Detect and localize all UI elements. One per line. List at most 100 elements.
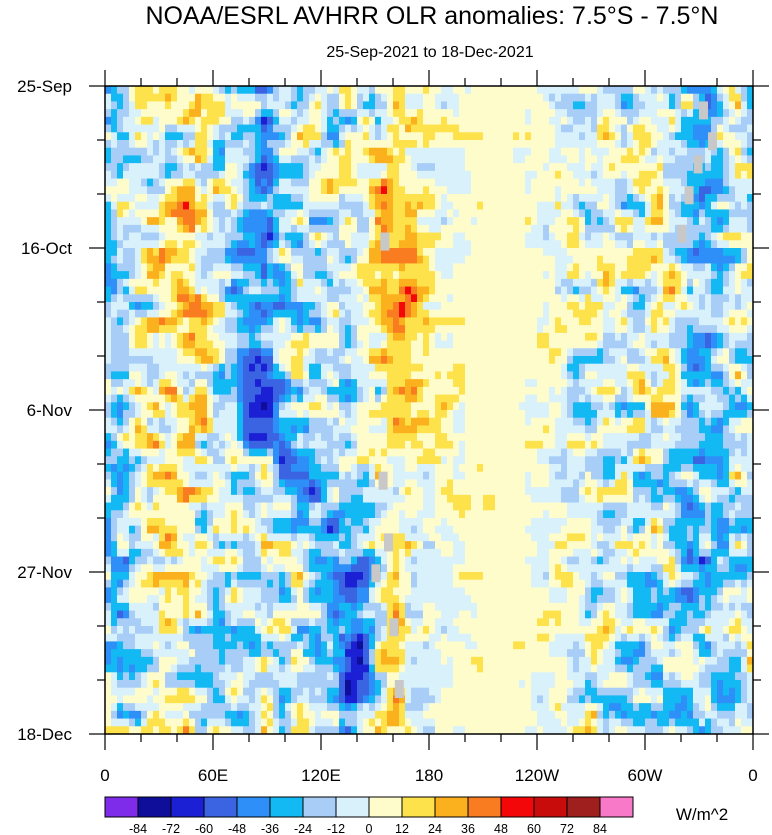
heatmap-cell: [123, 371, 130, 380]
heatmap-cell: [699, 240, 706, 249]
heatmap-cell: [273, 101, 280, 110]
heatmap-cell: [363, 132, 370, 141]
heatmap-cell: [153, 433, 160, 442]
heatmap-cell: [627, 317, 634, 326]
heatmap-cell: [693, 286, 700, 295]
heatmap-cell: [675, 240, 682, 249]
heatmap-cell: [369, 417, 376, 426]
heatmap-cell: [495, 417, 502, 426]
heatmap-cell: [105, 278, 112, 287]
heatmap-cell: [717, 224, 724, 233]
heatmap-cell: [579, 425, 586, 434]
heatmap-cell: [513, 348, 520, 357]
heatmap-cell: [633, 263, 640, 272]
heatmap-cell: [585, 194, 592, 203]
heatmap-cell: [201, 194, 208, 203]
heatmap-cell: [693, 224, 700, 233]
heatmap-cell: [195, 263, 202, 272]
heatmap-cell: [615, 332, 622, 341]
heatmap-cell: [549, 294, 556, 303]
heatmap-cell: [243, 317, 250, 326]
heatmap-cell: [453, 425, 460, 434]
heatmap-cell: [579, 124, 586, 133]
heatmap-cell: [657, 147, 664, 156]
heatmap-cell: [273, 263, 280, 272]
heatmap-cell: [585, 425, 592, 434]
heatmap-cell: [357, 186, 364, 195]
heatmap-cell: [111, 394, 118, 403]
heatmap-cell: [159, 417, 166, 426]
heatmap-cell: [501, 240, 508, 249]
heatmap-cell: [267, 286, 274, 295]
heatmap-cell: [441, 433, 448, 442]
heatmap-cell: [201, 201, 208, 210]
heatmap-cell: [351, 363, 358, 372]
heatmap-cell: [519, 356, 526, 365]
heatmap-cell: [645, 147, 652, 156]
heatmap-cell: [201, 116, 208, 125]
heatmap-cell: [513, 363, 520, 372]
heatmap-cell: [615, 425, 622, 434]
heatmap-cell: [345, 163, 352, 172]
heatmap-cell: [447, 255, 454, 264]
heatmap-cell: [663, 325, 670, 334]
heatmap-cell: [183, 379, 190, 388]
heatmap-cell: [675, 379, 682, 388]
heatmap-cell: [243, 163, 250, 172]
heatmap-cell: [555, 425, 562, 434]
heatmap-cell: [315, 86, 322, 95]
heatmap-cell: [171, 240, 178, 249]
heatmap-cell: [357, 302, 364, 311]
heatmap-cell: [231, 224, 238, 233]
heatmap-cell: [639, 278, 646, 287]
heatmap-cell: [681, 140, 688, 149]
heatmap-cell: [213, 332, 220, 341]
heatmap-cell: [279, 147, 286, 156]
heatmap-cell: [327, 132, 334, 141]
heatmap-cell: [309, 93, 316, 102]
heatmap-cell: [657, 255, 664, 264]
heatmap-cell: [525, 317, 532, 326]
heatmap-cell: [351, 217, 358, 226]
heatmap-cell: [357, 317, 364, 326]
heatmap-cell: [687, 340, 694, 349]
heatmap-cell: [291, 433, 298, 442]
heatmap-cell: [447, 86, 454, 95]
heatmap-cell: [711, 394, 718, 403]
heatmap-cell: [255, 417, 262, 426]
heatmap-cell: [621, 194, 628, 203]
heatmap-cell: [747, 309, 753, 318]
heatmap-cell: [621, 348, 628, 357]
heatmap-cell: [747, 402, 753, 411]
heatmap-cell: [483, 255, 490, 264]
heatmap-cell: [525, 356, 532, 365]
heatmap-cell: [333, 271, 340, 280]
heatmap-cell: [357, 379, 364, 388]
heatmap-cell: [477, 417, 484, 426]
heatmap-cell: [615, 124, 622, 133]
heatmap-cell: [657, 271, 664, 280]
heatmap-cell: [105, 217, 112, 226]
heatmap-cell: [141, 240, 148, 249]
heatmap-cell: [339, 209, 346, 218]
heatmap-cell: [741, 271, 748, 280]
heatmap-cell: [555, 163, 562, 172]
heatmap-cell: [147, 386, 154, 395]
heatmap-cell: [387, 255, 394, 264]
heatmap-cell: [531, 163, 538, 172]
heatmap-cell: [219, 271, 226, 280]
heatmap-cell: [429, 425, 436, 434]
heatmap-cell: [483, 240, 490, 249]
heatmap-cell: [645, 263, 652, 272]
heatmap-cell: [681, 217, 688, 226]
heatmap-cell: [339, 363, 346, 372]
heatmap-cell: [267, 178, 274, 187]
heatmap-cell: [105, 132, 112, 141]
heatmap-cell: [681, 271, 688, 280]
heatmap-cell: [489, 132, 496, 141]
heatmap-cell: [561, 332, 568, 341]
heatmap-cell: [519, 163, 526, 172]
heatmap-cell: [561, 240, 568, 249]
heatmap-cell: [453, 410, 460, 419]
heatmap-cell: [219, 363, 226, 372]
